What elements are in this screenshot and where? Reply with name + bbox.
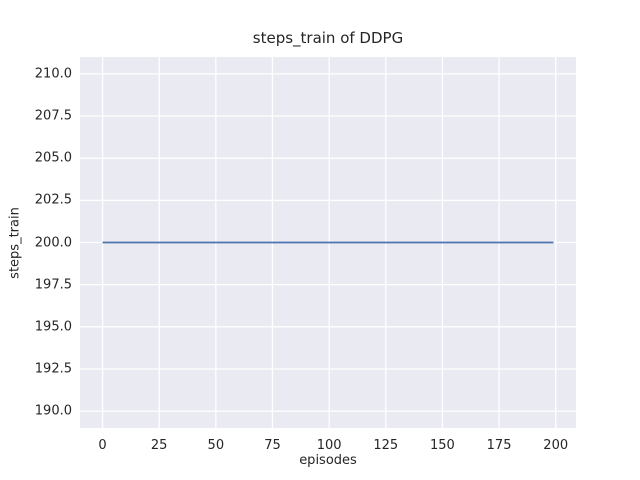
y-tick-label: 205.0 (34, 150, 72, 166)
x-tick-label: 50 (207, 438, 225, 453)
y-tick-label: 200.0 (34, 235, 72, 250)
y-tick-label: 195.0 (34, 319, 72, 335)
chart-title: steps_train of DDPG (252, 29, 404, 47)
y-tick-label: 197.5 (34, 277, 72, 293)
y-tick-label: 210.0 (34, 66, 72, 82)
x-tick-label: 75 (264, 438, 281, 453)
y-tick-label: 190.0 (34, 403, 72, 419)
y-tick-label: 192.5 (34, 361, 72, 377)
x-tick-label: 25 (150, 438, 168, 453)
x-tick-label: 175 (486, 438, 512, 453)
x-tick-label: 100 (316, 438, 342, 453)
x-axis-label: episodes (299, 453, 357, 468)
x-tick-label: 0 (98, 438, 107, 453)
x-tick-label: 200 (543, 438, 569, 453)
y-tick-label: 207.5 (34, 108, 72, 124)
y-tick-label: 202.5 (34, 192, 72, 208)
y-axis-label: steps_train (7, 207, 23, 279)
x-tick-label: 125 (373, 438, 399, 453)
x-tick-label: 150 (430, 438, 455, 453)
